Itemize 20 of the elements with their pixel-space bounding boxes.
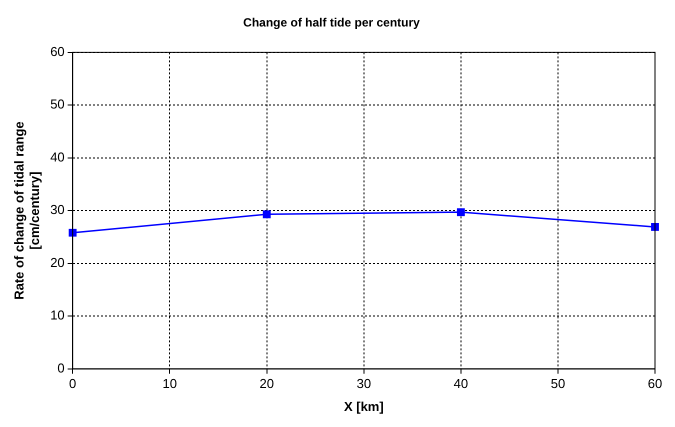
x-tick-label: 60 [648,376,662,392]
point [262,210,271,218]
y-tick-label: 40 [50,149,65,164]
y-tick-label: 50 [50,96,65,112]
x-tick-label: 20 [260,376,274,392]
x-tick-label: 0 [69,376,76,392]
point [456,208,465,216]
x-axis-title: X [km] [344,398,384,414]
x-tick-label: 30 [356,376,372,392]
y-tick-label: 0 [57,360,65,376]
y-tick-label: 10 [50,308,65,323]
y-tick-label: 20 [50,254,65,270]
chart-title: Change of half tide per century [243,16,420,30]
point [651,223,659,231]
y-tick-label: 60 [50,44,65,59]
x-tick-label: 10 [162,376,177,392]
x-tick-label: 40 [454,376,468,392]
y-tick-label: 30 [50,202,65,218]
x-tick-label: 50 [550,376,566,392]
y-axis-title: Rate of change of tidal range [cm/century] [11,121,42,300]
